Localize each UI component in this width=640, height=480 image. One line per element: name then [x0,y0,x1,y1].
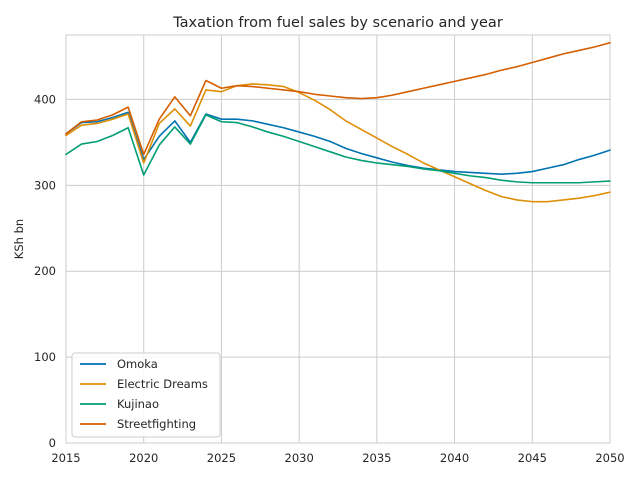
series-line-electric-dreams [65,83,611,203]
legend-box [71,352,221,438]
x-tick-label: 2035 [362,451,391,465]
y-tick-label: 400 [34,92,56,106]
y-axis-label: KSh bn [12,219,26,259]
series-line-omoka [65,111,611,175]
x-tick-label: 2045 [518,451,547,465]
x-axis-ticks: 2015 2020 2025 2030 2035 2040 2045 2050 [51,451,624,465]
y-tick-label: 300 [34,178,56,192]
x-tick-label: 2015 [51,451,80,465]
series-lines [65,41,611,203]
y-tick-label: 0 [49,436,56,450]
series-line-streetfighting [65,41,611,156]
y-axis-ticks: 0 100 200 300 400 [34,92,56,450]
legend-label-omoka: Omoka [117,357,158,371]
chart-title: Taxation from fuel sales by scenario and… [172,15,503,31]
series-line-kujinao [65,114,611,184]
x-tick-label: 2020 [129,451,158,465]
legend-label-kujinao: Kujinao [117,397,159,411]
x-tick-label: 2030 [285,451,314,465]
y-tick-label: 200 [34,264,56,278]
legend-label-electric-dreams: Electric Dreams [117,377,208,391]
x-tick-label: 2050 [595,451,624,465]
x-tick-label: 2025 [207,451,236,465]
legend-label-streetfighting: Streetfighting [117,417,196,431]
y-tick-label: 100 [34,350,56,364]
legend: Omoka Electric Dreams Kujinao Streetfightin… [71,352,221,438]
x-tick-label: 2040 [440,451,469,465]
